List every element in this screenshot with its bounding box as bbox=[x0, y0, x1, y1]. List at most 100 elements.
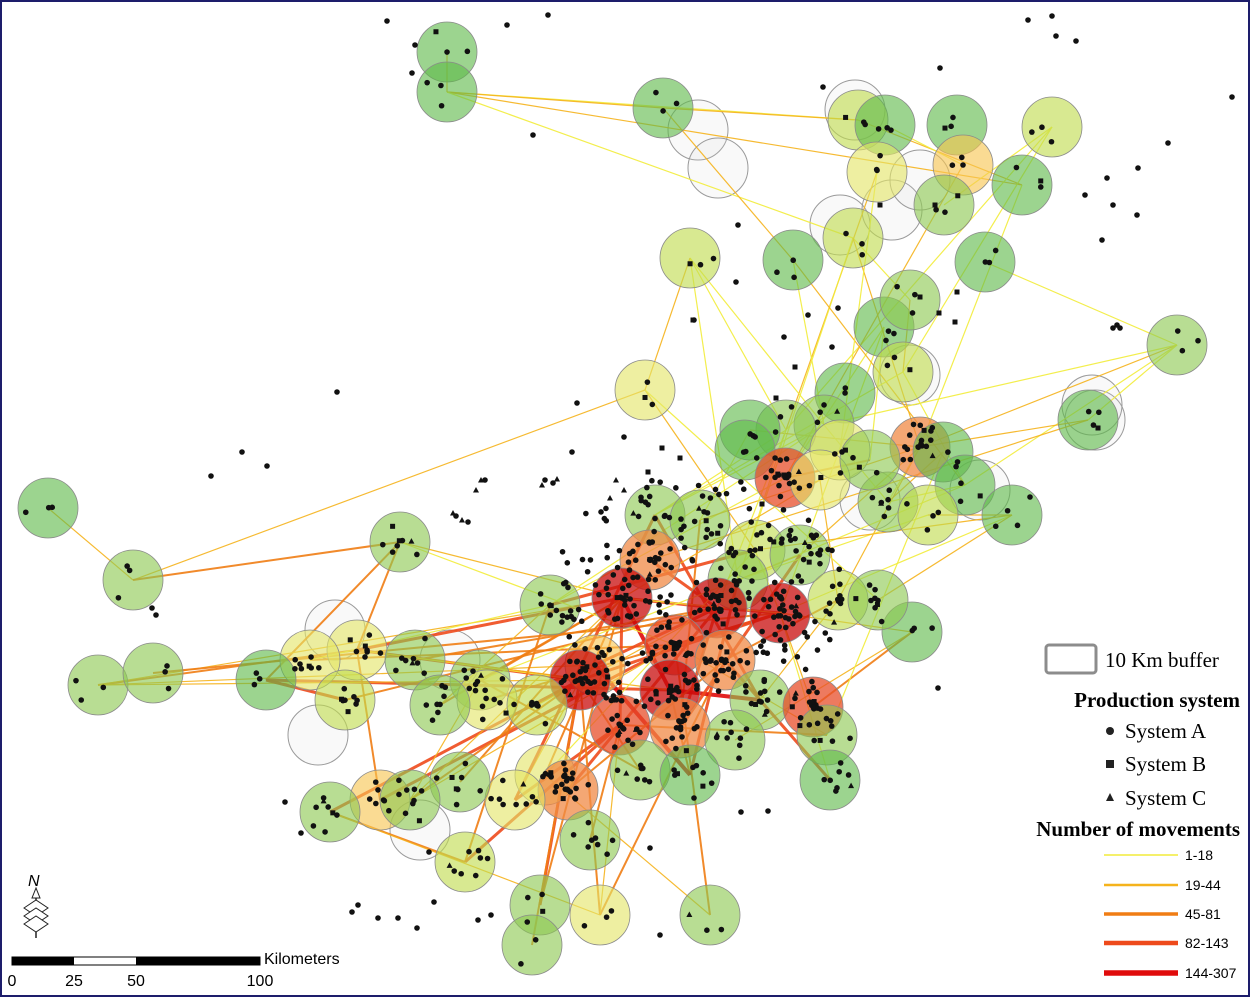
farm-point-system-a bbox=[605, 579, 611, 586]
farm-point-system-b bbox=[936, 310, 942, 316]
farm-point-system-a bbox=[765, 808, 771, 814]
farm-point-system-a bbox=[373, 800, 379, 807]
farm-point-system-a bbox=[837, 600, 844, 607]
farm-point-system-a bbox=[701, 508, 707, 515]
farm-buffer bbox=[749, 582, 811, 644]
farm-point-system-c bbox=[616, 728, 623, 734]
farm-point-system-c bbox=[929, 452, 936, 459]
farm-point-system-a bbox=[642, 598, 649, 604]
farm-point-system-a bbox=[877, 152, 883, 159]
farm-point-system-a bbox=[664, 599, 670, 605]
farm-point-system-a bbox=[736, 755, 742, 761]
farm-point-system-b bbox=[757, 546, 763, 552]
farm-point-system-a bbox=[1049, 13, 1055, 19]
farm-point-system-a bbox=[688, 651, 694, 657]
farm-point-system-a bbox=[927, 437, 934, 443]
farm-point-system-a bbox=[466, 848, 472, 855]
farm-point-system-a bbox=[725, 666, 732, 673]
farm-point-system-a bbox=[935, 509, 942, 516]
map-legend: 10 Km buffer Production system System A … bbox=[1036, 643, 1241, 981]
farm-point-system-a bbox=[308, 665, 315, 671]
farm-point-system-a bbox=[763, 708, 770, 715]
farm-point-system-a bbox=[806, 688, 812, 695]
north-arrow-head bbox=[31, 886, 41, 899]
farm-point-system-a bbox=[763, 474, 769, 481]
farm-point-system-a bbox=[780, 507, 787, 513]
farm-buffer bbox=[822, 207, 884, 269]
farm-point-system-a bbox=[704, 526, 711, 533]
farm-point-system-a bbox=[904, 446, 911, 453]
farm-point-system-a bbox=[826, 600, 833, 606]
farm-point-system-a bbox=[703, 586, 710, 593]
farm-point-system-b bbox=[718, 593, 724, 599]
farm-point-system-a bbox=[679, 617, 685, 623]
farm-point-system-a bbox=[601, 680, 608, 687]
farm-point-system-a bbox=[567, 658, 573, 665]
farm-point-system-a bbox=[564, 560, 571, 566]
farm-point-system-a bbox=[703, 591, 710, 598]
farm-point-system-a bbox=[742, 448, 749, 455]
farm-point-system-a bbox=[683, 704, 690, 710]
farm-point-system-a bbox=[712, 613, 718, 619]
farm-point-system-a bbox=[454, 786, 461, 793]
farm-point-system-a bbox=[565, 775, 571, 782]
farm-point-system-a bbox=[929, 625, 935, 631]
farm-point-system-a bbox=[842, 385, 849, 391]
movement-line bbox=[662, 107, 859, 121]
farm-point-system-a bbox=[645, 588, 651, 595]
farm-point-system-a bbox=[631, 602, 637, 609]
farm-point-system-a bbox=[579, 680, 586, 687]
farm-point-system-a bbox=[475, 847, 482, 854]
farm-point-system-b bbox=[942, 125, 948, 131]
farm-point-system-a bbox=[525, 894, 531, 901]
farm-point-system-a bbox=[463, 675, 470, 681]
farm-point-system-a bbox=[664, 623, 671, 629]
farm-point-system-a bbox=[605, 610, 612, 616]
farm-point-system-a bbox=[859, 251, 865, 258]
farm-point-system-a bbox=[829, 583, 836, 590]
farm-point-system-a bbox=[710, 255, 717, 262]
farm-point-system-a bbox=[700, 642, 707, 648]
movements-title: Number of movements bbox=[1036, 817, 1240, 841]
farm-point-system-a bbox=[633, 698, 640, 705]
farm-point-system-a bbox=[646, 778, 653, 785]
farm-point-system-a bbox=[165, 685, 172, 692]
farm-point-system-a bbox=[806, 721, 813, 728]
farm-point-system-a bbox=[411, 786, 418, 793]
farm-point-system-c bbox=[793, 602, 800, 609]
farm-point-system-a bbox=[697, 261, 704, 268]
farm-point-system-c bbox=[630, 510, 637, 516]
farm-point-system-a bbox=[808, 532, 815, 539]
farm-point-system-a bbox=[821, 402, 827, 408]
farm-point-system-a bbox=[624, 613, 631, 619]
farm-point-system-a bbox=[570, 832, 577, 838]
farm-point-system-a bbox=[571, 616, 577, 623]
farm-point-system-a bbox=[712, 577, 719, 584]
farm-point-system-b bbox=[703, 518, 709, 524]
farm-point-system-a bbox=[651, 528, 657, 535]
farm-buffer bbox=[299, 781, 361, 843]
farm-point-system-a bbox=[711, 605, 718, 612]
farm-point-system-a bbox=[765, 522, 772, 529]
farm-point-system-a bbox=[646, 540, 653, 546]
farm-point-system-a bbox=[829, 738, 836, 744]
farm-point-system-a bbox=[794, 594, 801, 601]
farm-point-system-a bbox=[569, 770, 576, 776]
farm-point-system-a bbox=[421, 670, 427, 676]
farm-point-system-a bbox=[713, 660, 719, 666]
farm-point-system-a bbox=[500, 801, 506, 808]
farm-point-system-a bbox=[464, 48, 471, 55]
farm-point-system-a bbox=[398, 655, 405, 661]
farm-point-system-b bbox=[700, 783, 706, 789]
farm-point-system-a bbox=[771, 614, 777, 620]
movement-classes-legend: 1-18 19-44 45-81 82-143 144-307 bbox=[1104, 847, 1237, 981]
farm-point-system-a bbox=[765, 603, 772, 610]
farm-point-system-a bbox=[462, 760, 469, 767]
farm-point-system-a bbox=[825, 546, 831, 553]
farm-point-system-a bbox=[862, 121, 868, 128]
farm-buffer bbox=[913, 174, 975, 236]
farm-point-system-a bbox=[738, 479, 744, 485]
farm-point-system-c bbox=[646, 571, 653, 577]
movement-line bbox=[662, 107, 794, 261]
farm-point-system-a bbox=[424, 79, 430, 86]
